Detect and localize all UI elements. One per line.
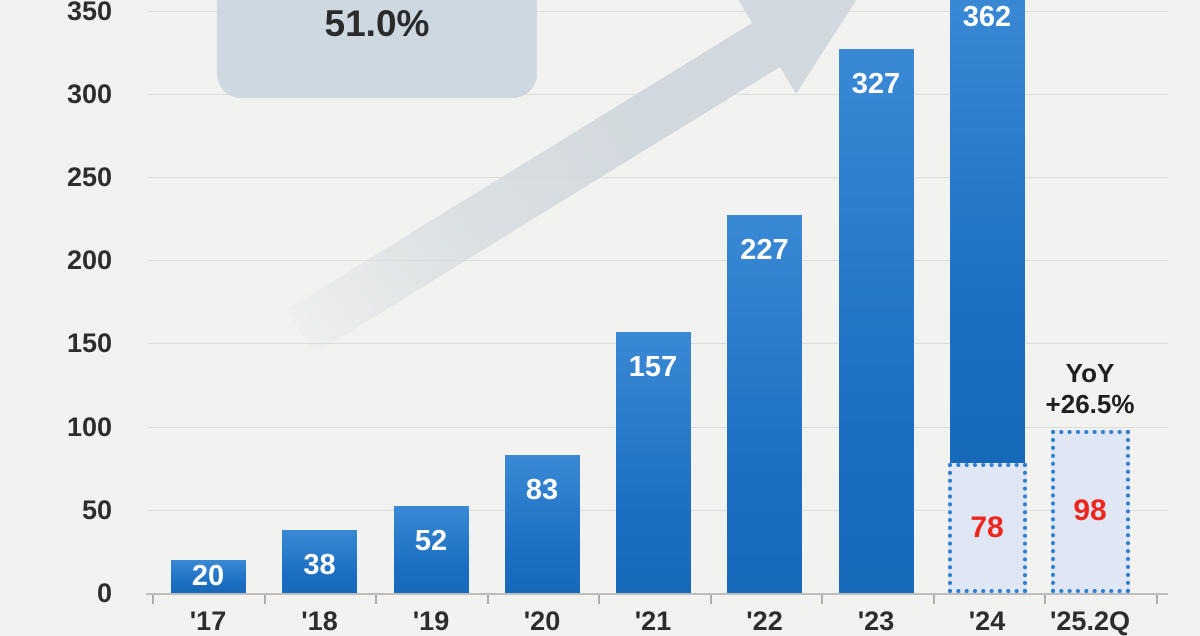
bar bbox=[504, 454, 580, 593]
gridline bbox=[148, 260, 1168, 262]
bar-value-label: 327 bbox=[851, 67, 901, 100]
bar-value-label: 20 bbox=[191, 560, 225, 593]
axis-tick bbox=[263, 595, 266, 604]
forecast-value-label: 78 bbox=[970, 511, 1004, 545]
axis-tick bbox=[821, 595, 824, 604]
y-axis-label: 150 bbox=[66, 328, 112, 359]
axis-tick bbox=[1155, 595, 1158, 604]
bar bbox=[393, 506, 469, 593]
yoy-value: +26.5% bbox=[1045, 389, 1135, 419]
yoy-label: YoY bbox=[1065, 358, 1115, 388]
y-axis-label: 200 bbox=[66, 245, 112, 276]
gridline bbox=[148, 177, 1168, 178]
cagr-label: CAGR('17→'24) bbox=[217, 0, 537, 2]
bar bbox=[615, 331, 691, 593]
axis-tick bbox=[598, 595, 601, 604]
bar bbox=[170, 559, 246, 593]
cagr-value: 51.0% bbox=[324, 3, 430, 44]
forecast-box bbox=[947, 463, 1027, 593]
y-axis-label: 350 bbox=[66, 0, 112, 26]
bar-value-label: 52 bbox=[414, 525, 448, 558]
cagr-callout: CAGR('17→'24) 51.0% bbox=[217, 0, 537, 98]
bar bbox=[949, 0, 1025, 464]
y-axis-label: 300 bbox=[66, 78, 112, 109]
bar-value-label: 83 bbox=[525, 473, 559, 506]
bar bbox=[727, 215, 802, 593]
gridline bbox=[148, 10, 1168, 12]
bar-value-label: 362 bbox=[962, 1, 1012, 33]
forecast-box bbox=[1050, 429, 1130, 593]
y-axis-label: 250 bbox=[66, 162, 112, 192]
y-axis-label: 100 bbox=[66, 411, 112, 442]
axis-tick bbox=[709, 595, 712, 604]
axis-tick bbox=[1044, 595, 1047, 604]
x-axis-line bbox=[146, 593, 1168, 595]
bar-value-label: 157 bbox=[628, 350, 678, 383]
x-axis-label: '25.2Q bbox=[1050, 606, 1130, 636]
axis-tick bbox=[486, 595, 489, 604]
bar-value-label: 227 bbox=[740, 234, 789, 267]
axis-tick bbox=[932, 595, 935, 604]
yoy-callout: YoY +26.5% bbox=[1015, 358, 1165, 420]
bar-value-label: 38 bbox=[303, 548, 336, 581]
forecast-value-label: 98 bbox=[1073, 494, 1107, 528]
bar bbox=[282, 529, 357, 593]
bar bbox=[838, 48, 914, 593]
y-axis-label: 50 bbox=[81, 494, 112, 525]
axis-tick bbox=[152, 595, 154, 604]
axis-tick bbox=[375, 595, 378, 604]
y-axis-label: 0 bbox=[96, 578, 112, 608]
